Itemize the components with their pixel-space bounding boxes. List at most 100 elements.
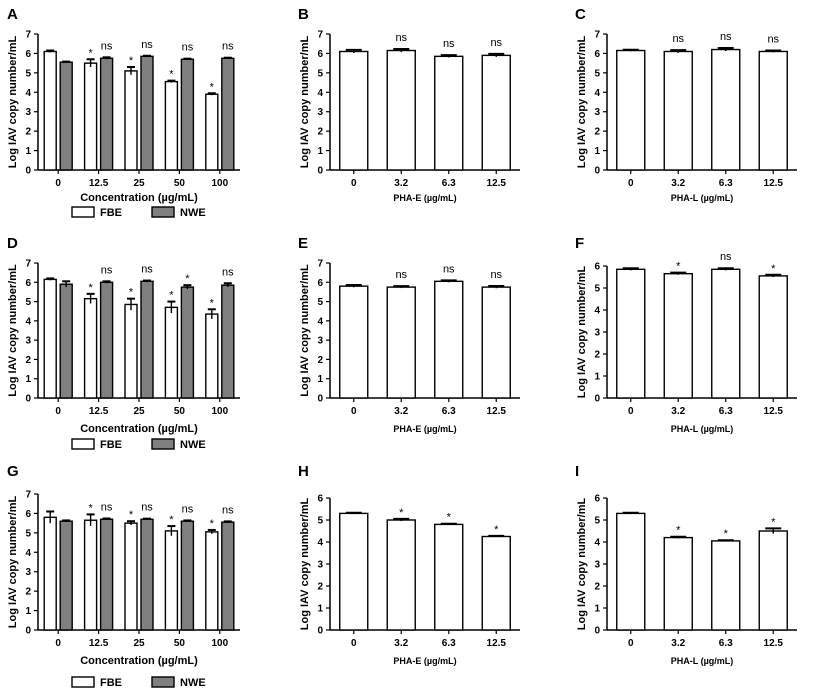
- panel-letter-d: D: [7, 235, 18, 252]
- x-tick-label: 0: [351, 178, 357, 189]
- legend-swatch-fbe: [71, 438, 95, 450]
- significance-label: ns: [222, 504, 234, 516]
- y-tick-label: 4: [594, 306, 600, 317]
- bar-nwe: [59, 283, 73, 399]
- x-tick-label: 3.2: [671, 638, 685, 649]
- significance-label: *: [447, 512, 452, 524]
- x-axis-label-i: PHA-L (µg/mL): [671, 656, 734, 666]
- bar-pha-l: [711, 48, 741, 171]
- y-tick-label: 6: [594, 49, 600, 60]
- significance-label: *: [185, 273, 190, 285]
- y-axis-label-h: Log IAV copy number/mL: [299, 498, 311, 631]
- bar-pha-e: [481, 535, 511, 631]
- y-tick-label: 2: [594, 350, 600, 361]
- x-tick-label: 6.3: [719, 178, 733, 189]
- bar-fbe: [43, 50, 57, 171]
- x-tick-label: 6.3: [442, 406, 456, 417]
- x-tick-label: 3.2: [394, 406, 408, 417]
- bar-nwe: [99, 518, 114, 631]
- y-axis-label-g: Log IAV copy number/mL: [7, 496, 19, 629]
- bar-fbe: [205, 313, 219, 399]
- significance-label: ns: [101, 40, 113, 52]
- significance-label: *: [771, 516, 776, 528]
- x-tick-label: 50: [174, 406, 186, 417]
- y-tick-label: 6: [317, 494, 323, 505]
- y-tick-label: 1: [594, 372, 600, 383]
- y-tick-label: 0: [317, 394, 323, 405]
- legend-label-fbe: FBE: [100, 677, 122, 689]
- significance-label: ns: [222, 266, 234, 278]
- panel-c: C 0 1 2 3 4 5 6 7 Log IAV copy number/mL 0 3.2 ns 6.3…: [575, 6, 797, 203]
- bar-pha-e: [339, 512, 369, 631]
- y-tick-label: 5: [594, 68, 600, 79]
- x-tick-label: 3.2: [671, 178, 685, 189]
- legend-label-nwe: NWE: [180, 677, 206, 689]
- bar-pha-e: [386, 286, 416, 399]
- bar-fbe: [124, 303, 138, 399]
- y-tick-label: 2: [317, 582, 323, 593]
- x-tick-label: 12.5: [764, 406, 784, 417]
- panel-a: A 0 1 2 3 4 5 6 7 Log IAV copy number/mL 0 12.5 * ns 2…: [7, 6, 240, 219]
- significance-label: *: [399, 507, 404, 519]
- bar-pha-l: [663, 536, 693, 631]
- y-tick-label: 5: [594, 516, 600, 527]
- y-tick-label: 6: [317, 278, 323, 289]
- bar-pha-e: [481, 286, 511, 399]
- y-tick-label: 3: [594, 560, 600, 571]
- x-tick-label: 12.5: [764, 178, 784, 189]
- significance-label: ns: [720, 31, 732, 43]
- y-axis-label-f: Log IAV copy number/mL: [576, 266, 588, 399]
- y-tick-label: 1: [25, 146, 31, 157]
- bar-fbe: [124, 522, 138, 631]
- panel-f: F 0 1 2 3 4 5 6 Log IAV copy number/mL 0 3.2 * 6.3 ns…: [575, 235, 797, 434]
- y-tick-label: 3: [594, 328, 600, 339]
- x-tick-label: 0: [351, 406, 357, 417]
- legend-label-fbe: FBE: [100, 439, 122, 451]
- bar-pha-e: [386, 49, 416, 171]
- y-tick-label: 4: [317, 316, 323, 327]
- y-axis-label-b: Log IAV copy number/mL: [299, 36, 311, 169]
- x-tick-label: 0: [628, 406, 634, 417]
- bar-nwe: [99, 57, 114, 171]
- bar-nwe: [140, 280, 154, 399]
- y-tick-label: 5: [594, 284, 600, 295]
- panel-h: H 0 1 2 3 4 5 6 Log IAV copy number/mL 0 3.2 * 6.3 * 1…: [298, 463, 520, 666]
- x-axis-label-e: PHA-E (µg/mL): [393, 424, 456, 434]
- y-tick-label: 0: [25, 394, 31, 405]
- bar-fbe: [83, 519, 98, 631]
- y-tick-label: 0: [25, 166, 31, 177]
- bar-pha-l: [663, 50, 693, 171]
- panel-letter-f: F: [575, 235, 584, 252]
- x-tick-label: 0: [351, 638, 357, 649]
- panel-e: E 0 1 2 3 4 5 6 7 Log IAV copy number/mL 0 3.2 ns 6.3…: [298, 235, 520, 434]
- significance-label: ns: [395, 269, 407, 281]
- x-tick-label: 100: [211, 178, 228, 189]
- bar-fbe: [43, 516, 57, 631]
- legend-d: FBE NWE: [71, 438, 206, 451]
- significance-label: *: [88, 502, 93, 514]
- bar-nwe: [180, 58, 195, 171]
- significance-label: *: [129, 55, 134, 67]
- y-tick-label: 0: [317, 166, 323, 177]
- x-tick-label: 6.3: [442, 178, 456, 189]
- legend-a: FBE NWE: [71, 206, 206, 219]
- significance-label: ns: [395, 32, 407, 44]
- bar-fbe: [83, 62, 98, 171]
- y-tick-label: 7: [25, 490, 31, 501]
- bar-pha-e: [481, 54, 511, 171]
- significance-label: *: [88, 47, 93, 59]
- panel-d: D 0 1 2 3 4 5 6 7 Log IAV copy number/mL 0 12.5 * ns 2…: [7, 235, 240, 451]
- y-tick-label: 5: [317, 516, 323, 527]
- significance-label: *: [129, 287, 134, 299]
- significance-label: ns: [490, 37, 502, 49]
- significance-label: *: [88, 282, 93, 294]
- significance-label: ns: [443, 263, 455, 275]
- x-tick-label: 0: [55, 638, 61, 649]
- bar-pha-l: [758, 50, 788, 171]
- significance-label: *: [169, 514, 174, 526]
- y-tick-label: 5: [317, 68, 323, 79]
- significance-label: *: [494, 524, 499, 536]
- bar-pha-l: [758, 530, 788, 631]
- bar-pha-l: [616, 512, 646, 631]
